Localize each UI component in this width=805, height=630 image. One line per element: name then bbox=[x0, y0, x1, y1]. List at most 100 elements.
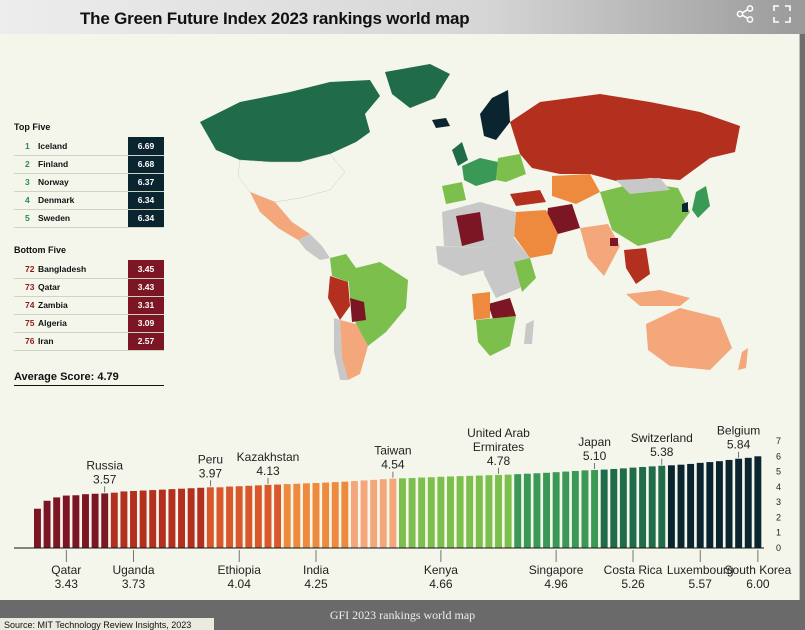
bar bbox=[139, 490, 147, 548]
map-chile bbox=[334, 318, 348, 380]
map-algeria bbox=[456, 212, 484, 246]
map-greenland bbox=[385, 64, 450, 108]
y-tick-label: 4 bbox=[776, 482, 781, 492]
annotation-value: 3.57 bbox=[93, 472, 117, 486]
map-korea bbox=[682, 202, 688, 212]
rank-score: 6.34 bbox=[128, 209, 164, 228]
map-west-europe bbox=[462, 158, 498, 186]
rank-country: Denmark bbox=[38, 191, 128, 210]
bottom-five-label: Bottom Five bbox=[14, 245, 67, 255]
map-turkey bbox=[510, 190, 546, 206]
bar bbox=[639, 466, 647, 548]
bar bbox=[495, 474, 502, 548]
bar bbox=[562, 471, 570, 548]
y-tick-label: 2 bbox=[776, 512, 781, 522]
top_five-row: 2 Finland 6.68 bbox=[14, 155, 164, 174]
map-argentina bbox=[340, 320, 368, 380]
annotation-country: Uganda bbox=[112, 563, 154, 577]
bar bbox=[619, 468, 627, 548]
map-bangladesh bbox=[610, 238, 618, 246]
annotation-value: 5.10 bbox=[583, 449, 607, 463]
share-icon[interactable] bbox=[733, 4, 757, 28]
bar bbox=[437, 476, 445, 548]
bottom-five-table: 72 Bangladesh 3.45 73 Qatar 3.43 74 Zambia 3.31 7… bbox=[14, 260, 164, 351]
map-zambia bbox=[488, 298, 516, 322]
bar bbox=[447, 476, 454, 548]
y-tick-label: 1 bbox=[776, 528, 781, 538]
y-tick-label: 0 bbox=[776, 543, 781, 553]
bar bbox=[581, 470, 589, 548]
rank-country: Zambia bbox=[38, 296, 128, 315]
map-russia bbox=[510, 94, 740, 182]
bar bbox=[72, 495, 80, 548]
y-tick-label: 6 bbox=[776, 451, 781, 461]
top_five-row: 4 Denmark 6.34 bbox=[14, 191, 164, 210]
bar bbox=[754, 456, 762, 548]
annotation-country: Peru bbox=[198, 452, 223, 466]
bar bbox=[667, 465, 675, 548]
bar bbox=[331, 482, 339, 548]
map-new-zealand bbox=[738, 348, 748, 370]
map-usa bbox=[237, 153, 346, 203]
bar bbox=[322, 482, 330, 548]
bar bbox=[235, 486, 243, 548]
bar bbox=[715, 461, 723, 548]
source-backdrop bbox=[0, 618, 214, 630]
bar bbox=[379, 479, 387, 548]
bar bbox=[533, 473, 541, 548]
top-five-label: Top Five bbox=[14, 122, 51, 132]
bar bbox=[725, 459, 733, 548]
rank-rank: 76 bbox=[14, 332, 38, 351]
bar bbox=[264, 484, 272, 548]
annotation-value: 4.04 bbox=[228, 577, 252, 591]
bar bbox=[360, 480, 368, 548]
map-bolivia bbox=[350, 298, 366, 322]
annotation-value: 6.34 bbox=[794, 404, 800, 407]
rank-score: 2.57 bbox=[128, 332, 164, 351]
bar bbox=[187, 488, 195, 548]
bar bbox=[110, 492, 118, 548]
map-se-asia bbox=[624, 248, 650, 284]
bar bbox=[399, 478, 406, 548]
bar bbox=[629, 467, 637, 548]
rank-score: 6.37 bbox=[128, 173, 164, 192]
rank-rank: 75 bbox=[14, 314, 38, 333]
fullscreen-icon[interactable] bbox=[770, 4, 794, 28]
bar bbox=[91, 493, 99, 548]
rank-country: Finland bbox=[38, 155, 128, 174]
average-score: Average Score: 4.79 bbox=[14, 371, 119, 383]
bar bbox=[43, 500, 51, 548]
annotation-country: Costa Rica bbox=[604, 563, 663, 577]
annotation-value: 4.54 bbox=[381, 458, 405, 472]
bar bbox=[591, 470, 599, 548]
bar bbox=[178, 488, 185, 548]
annotation-country: Denmark bbox=[782, 404, 800, 407]
map-angola bbox=[472, 292, 490, 320]
top_five-row: 5 Sweden 6.34 bbox=[14, 209, 164, 228]
map-southern-africa bbox=[476, 316, 516, 356]
bar bbox=[34, 508, 41, 548]
map-madagascar bbox=[524, 320, 534, 344]
bar bbox=[197, 487, 205, 548]
annotation-country: Russia bbox=[86, 458, 123, 472]
rank-rank: 2 bbox=[14, 155, 38, 174]
annotation-country: South Korea bbox=[725, 563, 792, 577]
annotation-country: Qatar bbox=[51, 563, 81, 577]
rank-rank: 74 bbox=[14, 296, 38, 315]
map-iran bbox=[546, 204, 580, 234]
annotation-country: India bbox=[303, 563, 329, 577]
map-australia bbox=[646, 308, 732, 370]
annotation-value: 4.78 bbox=[487, 454, 511, 468]
bar bbox=[610, 468, 618, 548]
rank-rank: 4 bbox=[14, 191, 38, 210]
bottom_five-row: 74 Zambia 3.31 bbox=[14, 296, 164, 315]
rank-rank: 5 bbox=[14, 209, 38, 228]
bar bbox=[254, 485, 262, 548]
y-tick-label: 3 bbox=[776, 497, 781, 507]
map-canada bbox=[200, 80, 380, 162]
rank-score: 3.09 bbox=[128, 314, 164, 333]
rank-country: Norway bbox=[38, 173, 128, 192]
map-mexico bbox=[250, 192, 310, 240]
annotation-value: 5.38 bbox=[650, 445, 674, 459]
